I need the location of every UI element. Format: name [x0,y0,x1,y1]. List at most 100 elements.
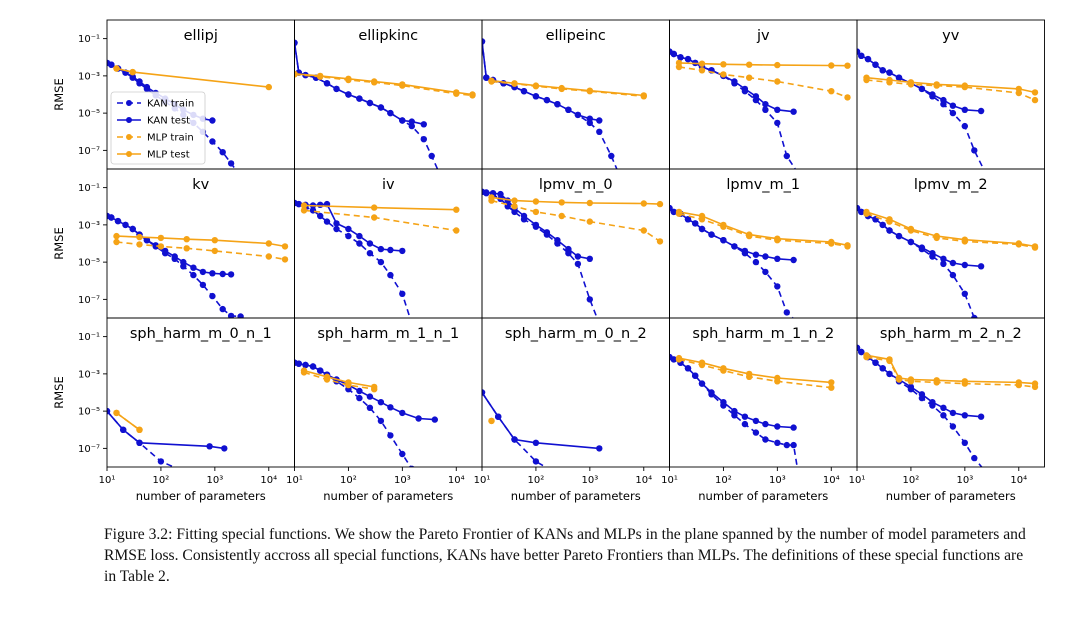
data-point-kan-train [616,171,622,177]
data-point-mlp-test [933,81,940,88]
series-layer [669,48,851,169]
subplot-sph_harm_m_0_n_1: sph_harm_m_0_n_1 10⁻¹ 10⁻³ 10⁻⁵ 10⁻⁷ RMSE 10¹ 1… [52,317,295,503]
data-point-kan-test [356,232,363,240]
data-point-kan-train [762,268,769,276]
data-point-mlp-test [907,376,915,383]
data-point-kan-train [227,160,235,167]
data-point-mlp-test [294,70,298,77]
data-point-kan-train [741,420,749,428]
legend-label: KAN test [147,116,190,127]
legend-marker [126,134,132,140]
y-axis-label: RMSE [52,227,66,259]
data-point-kan-train [961,290,968,297]
data-point-kan-test [366,99,374,107]
legend: KAN train KAN test MLP train MLP test [110,91,206,165]
data-point-kan-test [596,445,603,452]
data-point-kan-test [309,363,317,370]
data-point-mlp-test [532,82,540,89]
data-point-mlp-test [907,79,915,86]
data-point-kan-train [983,469,989,475]
subplot-lpmv_m_0: lpmv_m_0 [481,168,670,319]
data-point-kan-test [949,102,957,109]
data-point-kan-test [408,118,415,125]
series-line-mlp-test [491,79,644,97]
subplot-jv: jv [669,19,858,170]
series-layer [669,353,835,467]
subplot-sph_harm_m_0_n_2: sph_harm_m_0_n_2 10¹ 10² 10³ 10⁴ number of pa… [474,317,670,503]
data-point-mlp-test [844,242,851,249]
data-point-mlp-test [1015,379,1022,386]
data-point-kan-test [879,221,886,229]
data-point-kan-test [929,399,936,406]
subplot-sph_harm_m_1_n_2: sph_harm_m_1_n_2 10¹ 10² 10³ 10⁴ number of pa… [661,317,858,503]
data-point-kan-train [219,305,226,313]
y-tick-label: 10⁻⁵ [78,407,100,418]
data-point-kan-test [684,216,692,223]
data-point-mlp-train [453,227,460,234]
y-tick-label: 10⁻¹ [78,332,100,343]
series-line-kan-train [669,50,797,169]
data-point-mlp-train [281,256,289,263]
subplot-frame [856,317,1045,468]
data-point-mlp-test [640,92,647,99]
data-point-mlp-test [720,221,727,229]
subplot-sph_harm_m_1_n_1: sph_harm_m_1_n_1 10¹ 10² 10³ 10⁴ number of pa… [286,317,483,503]
data-point-kan-test [114,217,122,225]
series-layer [669,204,851,318]
data-point-kan-test [345,91,352,98]
data-point-kan-train [971,314,978,318]
data-point-kan-test [399,247,406,255]
data-point-kan-test [698,380,706,387]
data-point-kan-test [227,271,235,278]
data-point-mlp-test [698,212,706,220]
data-point-kan-train [762,436,769,443]
x-tick-label: 10² [528,475,545,486]
data-point-mlp-train [136,241,143,248]
data-point-mlp-train [511,203,518,210]
data-point-kan-train [356,240,363,247]
data-point-kan-test [879,67,886,74]
series-line-kan-test [857,51,982,112]
data-point-kan-test [152,242,159,249]
series-line-mlp-test [678,357,832,384]
data-point-kan-train [377,258,385,266]
data-point-kan-train [323,218,331,225]
data-point-kan-test [886,69,893,76]
data-point-mlp-train [640,227,647,234]
data-point-mlp-test [183,236,190,243]
series-layer [482,188,664,318]
data-point-mlp-test [698,60,706,67]
data-point-kan-test [377,104,385,111]
subplot-sph_harm_m_2_n_2: sph_harm_m_2_n_2 10¹ 10² 10³ 10⁴ number of pa… [849,317,1045,503]
data-point-kan-test [543,96,551,104]
x-tick-label: 10¹ [286,475,303,486]
data-point-kan-test [857,48,861,55]
data-point-mlp-train [532,208,540,216]
data-point-kan-train [774,439,781,446]
data-point-kan-test [670,208,677,216]
data-point-mlp-test [399,81,406,88]
data-point-kan-test [907,383,915,391]
data-point-kan-train [961,439,968,446]
data-point-kan-test [907,238,915,246]
data-point-kan-train [940,260,947,268]
data-point-kan-test [483,74,490,81]
data-point-mlp-train [656,238,664,245]
series-line-mlp-train [303,371,375,390]
data-point-kan-test [677,54,684,61]
data-point-kan-train [783,152,790,160]
data-point-mlp-test [281,243,289,250]
data-point-kan-test [684,55,692,63]
data-point-kan-test [565,106,572,114]
data-point-mlp-test [675,354,683,362]
data-point-kan-test [122,221,129,229]
x-axis-label: number of parameters [698,489,828,503]
data-point-kan-train [437,171,443,177]
data-point-kan-train [574,260,582,268]
data-point-mlp-train [1031,96,1039,104]
data-point-kan-test [532,221,540,229]
data-point-mlp-test [774,61,781,69]
data-point-kan-test [136,78,143,85]
data-point-kan-test [708,231,715,238]
data-point-mlp-test [675,208,683,216]
